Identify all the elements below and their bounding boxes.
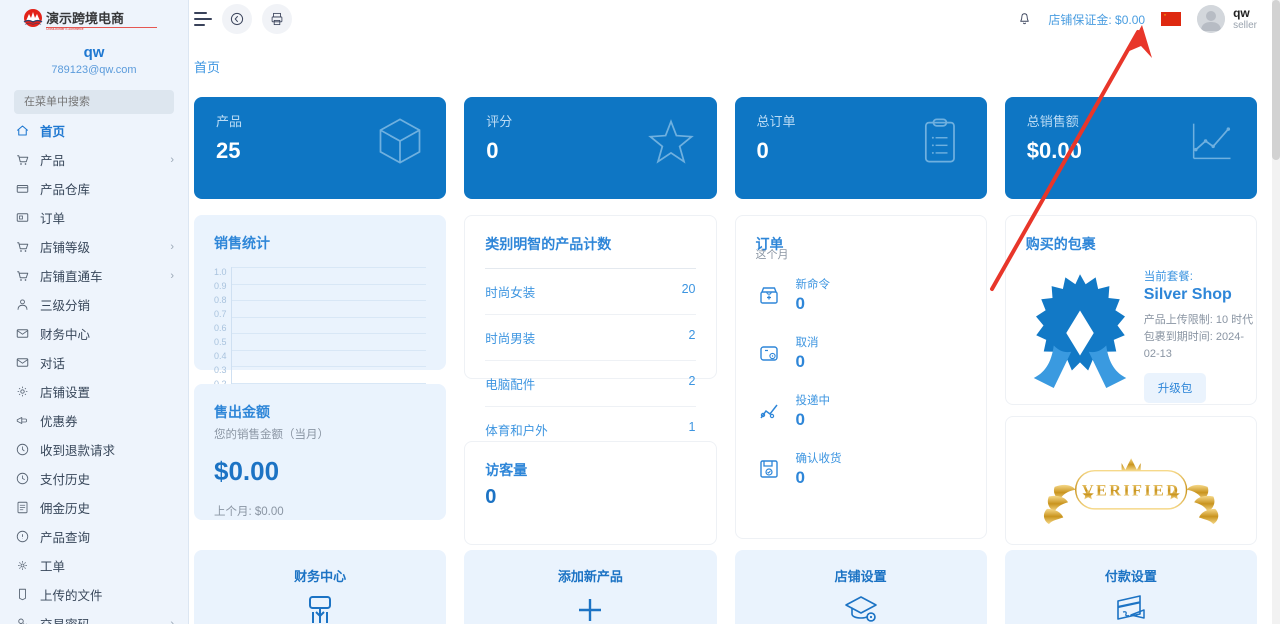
svg-text:演示跨境电商: 演示跨境电商 [46, 11, 124, 26]
svg-text:VERIFIED: VERIFIED [1082, 482, 1181, 500]
svg-text:Cross-border E-commerce: Cross-border E-commerce [46, 27, 84, 30]
